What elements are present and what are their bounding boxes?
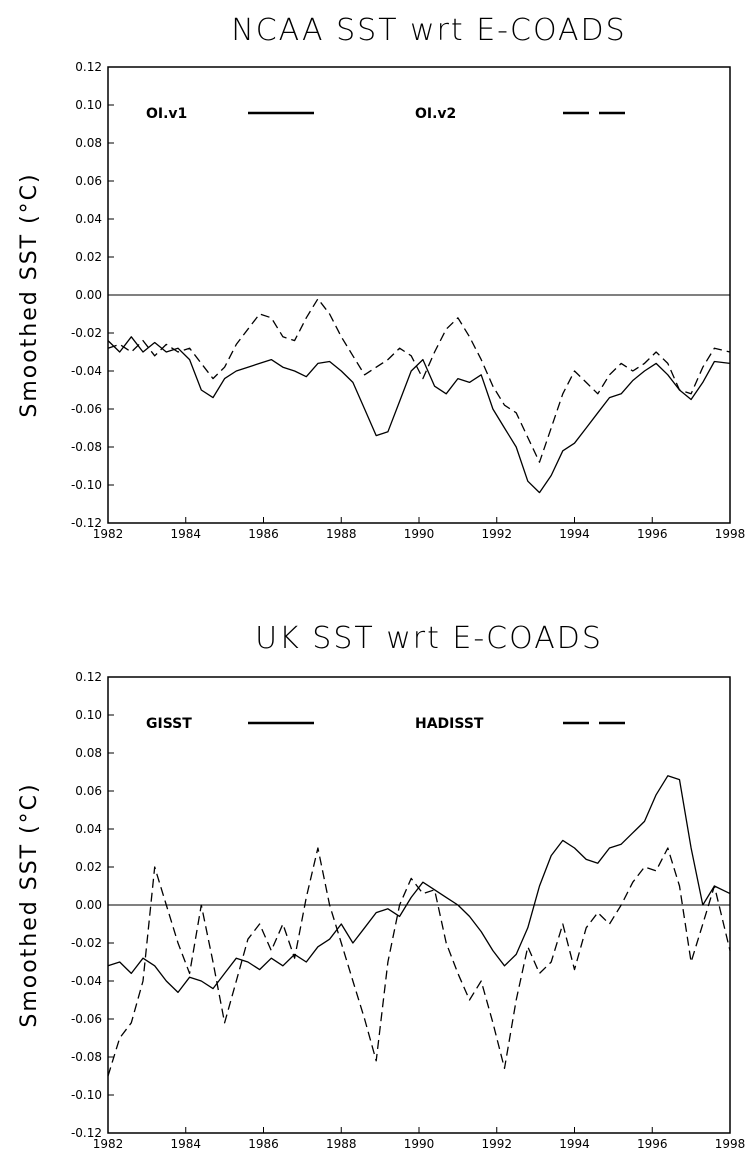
chart-title: UK SST wrt E-COADS: [255, 621, 603, 656]
y-tick-label: -0.08: [71, 440, 102, 454]
y-tick-label: -0.10: [71, 1088, 102, 1102]
legend-label-gisst: GISST: [146, 716, 192, 732]
y-tick-label: -0.06: [71, 1012, 102, 1026]
x-tick-label: 1982: [93, 1137, 124, 1151]
x-tick-label: 1990: [404, 527, 435, 541]
panel-uk: UK SST wrt E-COADS Smoothed SST (°C) 0.12 0…: [17, 621, 745, 1151]
x-tick-label: 1986: [248, 1137, 279, 1151]
y-tick-label: 0.04: [75, 212, 102, 226]
y-tick-label: 0.08: [75, 136, 102, 150]
series-line-hadisst: [107, 847, 731, 1077]
x-tick-label: 1998: [715, 527, 746, 541]
y-tick-label: -0.02: [71, 326, 102, 340]
legend-label-oi-v2: OI.v2: [415, 106, 456, 122]
x-tick-label: 1988: [326, 527, 357, 541]
x-tick-label: 1996: [637, 527, 668, 541]
y-tick-label: 0.10: [75, 708, 102, 722]
x-tick-label: 1992: [481, 1137, 512, 1151]
series-line-gisst: [107, 775, 731, 994]
y-tick-label: -0.06: [71, 402, 102, 416]
x-tick-label: 1986: [248, 527, 279, 541]
x-tick-label: 1994: [559, 1137, 590, 1151]
y-tick-label: 0.10: [75, 98, 102, 112]
y-tick-label: -0.04: [71, 364, 102, 378]
y-tick-label: -0.02: [71, 936, 102, 950]
x-tick-label: 1984: [170, 527, 201, 541]
y-tick-label: 0.00: [75, 898, 102, 912]
y-tick-label: 0.06: [75, 784, 102, 798]
series-line-oi-v1: [107, 336, 731, 494]
y-tick-label: 0.02: [75, 250, 102, 264]
x-tick-label: 1982: [93, 527, 124, 541]
y-tick-label: 0.02: [75, 860, 102, 874]
y-tick-label: 0.08: [75, 746, 102, 760]
y-tick-label: 0.06: [75, 174, 102, 188]
panel-ncaa: NCAA SST wrt E-COADS Smoothed SST (°C) 0.1…: [17, 13, 745, 541]
x-tick-label: 1988: [326, 1137, 357, 1151]
legend-label-oi-v1: OI.v1: [146, 106, 187, 122]
chart-title: NCAA SST wrt E-COADS: [231, 13, 626, 48]
y-tick-label: 0.12: [75, 60, 102, 74]
y-axis-label: Smoothed SST (°C): [17, 172, 42, 417]
y-tick-label: 0.00: [75, 288, 102, 302]
y-tick-label: 0.12: [75, 670, 102, 684]
y-tick-label: -0.04: [71, 974, 102, 988]
y-tick-label: -0.12: [71, 516, 102, 530]
legend-label-hadisst: HADISST: [415, 716, 484, 732]
series-line-oi-v2: [107, 298, 731, 463]
x-tick-label: 1996: [637, 1137, 668, 1151]
x-tick-label: 1990: [404, 1137, 435, 1151]
x-tick-label: 1994: [559, 527, 590, 541]
x-tick-label: 1984: [170, 1137, 201, 1151]
y-tick-label: -0.08: [71, 1050, 102, 1064]
y-axis-label: Smoothed SST (°C): [17, 782, 42, 1027]
y-tick-label: -0.10: [71, 478, 102, 492]
x-tick-label: 1992: [481, 527, 512, 541]
x-tick-label: 1998: [715, 1137, 746, 1151]
y-tick-label: -0.12: [71, 1126, 102, 1140]
y-tick-label: 0.04: [75, 822, 102, 836]
